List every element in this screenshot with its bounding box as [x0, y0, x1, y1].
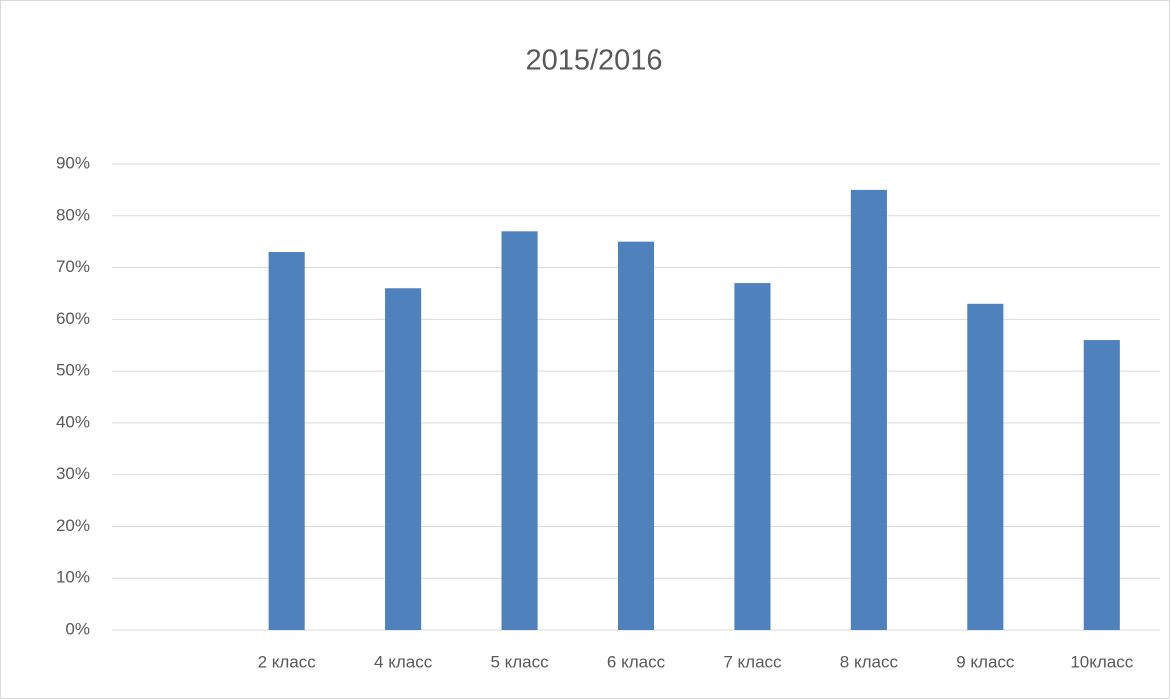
bar — [268, 252, 305, 630]
bar — [967, 303, 1004, 630]
y-tick-label: 60% — [56, 309, 90, 328]
y-tick-label: 10% — [56, 568, 90, 587]
y-tick-label: 50% — [56, 361, 90, 380]
y-tick-label: 20% — [56, 516, 90, 535]
x-tick-label: 4 класс — [374, 652, 433, 671]
x-tick-label: 8 класс — [840, 652, 899, 671]
x-tick-label: 6 класс — [607, 652, 666, 671]
y-tick-label: 30% — [56, 464, 90, 483]
y-tick-label: 40% — [56, 412, 90, 431]
bar — [1083, 340, 1120, 630]
x-tick-label: 2 класс — [258, 652, 317, 671]
x-tick-label: 7 класс — [723, 652, 782, 671]
bar — [617, 241, 655, 630]
y-tick-label: 80% — [56, 205, 90, 224]
y-tick-label: 0% — [65, 619, 90, 638]
bar — [850, 189, 887, 630]
chart-title: 2015/2016 — [525, 45, 662, 77]
y-tick-label: 70% — [56, 257, 90, 276]
y-tick-label: 90% — [56, 153, 90, 172]
bar — [501, 231, 538, 631]
bar — [385, 288, 422, 630]
x-tick-label: 9 класс — [956, 652, 1015, 671]
x-tick-label: 10класс — [1070, 652, 1133, 671]
bar — [734, 283, 771, 630]
x-tick-label: 5 класс — [490, 652, 549, 671]
